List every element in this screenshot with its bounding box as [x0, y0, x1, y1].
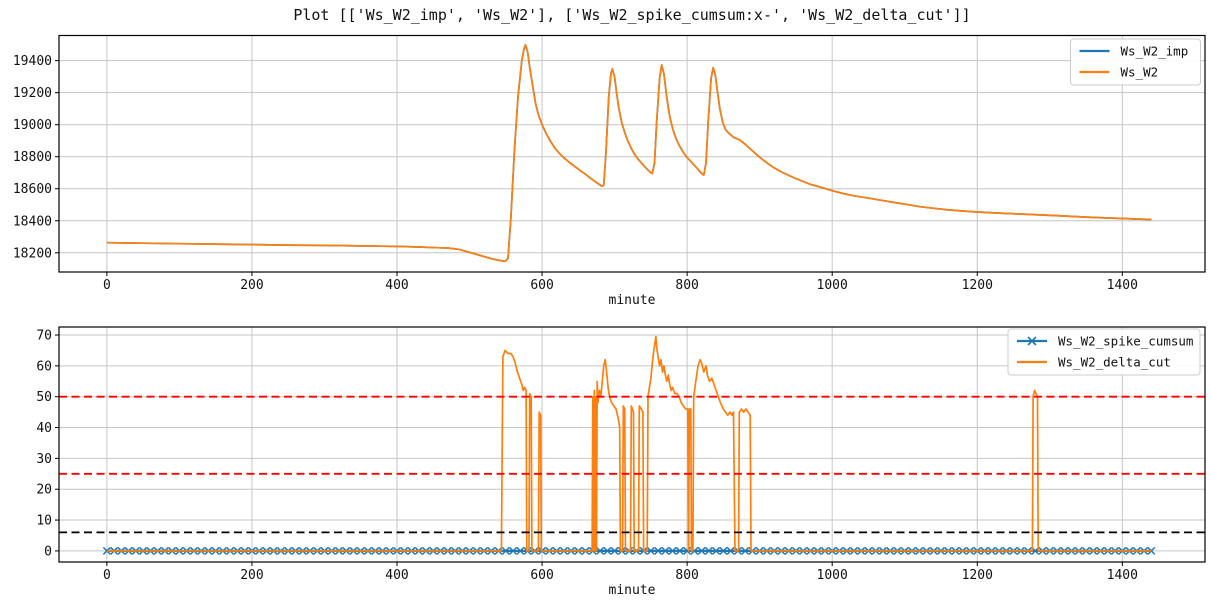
- legend-label: Ws_W2: [1121, 65, 1159, 80]
- x-tick-label: 600: [530, 568, 553, 583]
- y-tick-label: 40: [36, 421, 52, 436]
- x-tick-label: 400: [385, 568, 408, 583]
- x-tick-label: 1400: [1107, 278, 1138, 293]
- x-tick-label: 400: [385, 278, 408, 293]
- axis-ticks: 0 200 400 600 800 1000 1200 1400 0 10 20 30 40 50 60 70: [36, 329, 1138, 583]
- y-tick-label: 18400: [13, 214, 52, 229]
- y-tick-label: 70: [36, 329, 52, 344]
- y-tick-label: 0: [44, 544, 52, 559]
- y-tick-label: 18800: [13, 150, 52, 165]
- legend-entry: Ws_W2_spike_cumsum: [1017, 334, 1193, 349]
- axes-border: [58, 326, 1206, 563]
- legend-box: [1007, 328, 1201, 376]
- y-tick-label: 18600: [13, 182, 52, 197]
- legend-x-marker: [1027, 336, 1037, 346]
- grid: [59, 35, 1205, 272]
- series-ws-w2-line: [106, 44, 1152, 263]
- axes-border: [58, 34, 1206, 273]
- x-tick-label: 800: [675, 568, 698, 583]
- y-tick-label: 19000: [13, 118, 52, 133]
- y-tick-label: 20: [36, 483, 52, 498]
- subplot-1: 0 200 400 600 800 1000 1200 1400 18200 18400 18600…: [13, 34, 1206, 308]
- x-tick-label: 1000: [817, 278, 848, 293]
- legend-entry: Ws_W2_delta_cut: [1017, 355, 1171, 370]
- legend: Ws_W2_spike_cumsum Ws_W2_delta_cut: [1007, 328, 1201, 376]
- x-tick-label: 600: [530, 278, 553, 293]
- axis-ticks: 0 200 400 600 800 1000 1200 1400 18200 18400 18600…: [13, 54, 1138, 293]
- x-marker: [102, 546, 111, 555]
- y-tick-label: 50: [36, 390, 52, 405]
- plot-area: [106, 44, 1152, 263]
- x-tick-label: 1000: [817, 568, 848, 583]
- subplot-2: 0 200 400 600 800 1000 1200 1400 0 10 20 30 40 50 60 70…: [36, 326, 1206, 598]
- x-tick-label: 800: [675, 278, 698, 293]
- x-marker: [1147, 546, 1156, 555]
- figure-title: Plot [['Ws_W2_imp', 'Ws_W2'], ['Ws_W2_sp…: [293, 6, 971, 24]
- y-tick-label: 18200: [13, 246, 52, 261]
- x-tick-label: 1200: [962, 278, 993, 293]
- legend-entry: Ws_W2_imp: [1079, 44, 1189, 59]
- y-tick-label: 30: [36, 452, 52, 467]
- legend-entry: Ws_W2: [1079, 65, 1159, 80]
- legend-label: Ws_W2_delta_cut: [1058, 355, 1171, 370]
- x-tick-label: 200: [240, 568, 263, 583]
- plot-area: [102, 335, 1156, 555]
- x-tick-label: 200: [240, 278, 263, 293]
- x-axis-label: minute: [609, 583, 656, 598]
- legend: Ws_W2_imp Ws_W2: [1070, 38, 1201, 86]
- x-tick-label: 1400: [1107, 568, 1138, 583]
- y-tick-label: 60: [36, 359, 52, 374]
- legend-label: Ws_W2_imp: [1121, 44, 1189, 59]
- x-axis-label: minute: [609, 293, 656, 308]
- legend-label: Ws_W2_spike_cumsum: [1058, 334, 1193, 349]
- x-tick-label: 0: [103, 568, 111, 583]
- series-ws-w2-imp-line: [106, 44, 1152, 263]
- x-tick-label: 0: [103, 278, 111, 293]
- y-tick-label: 19400: [13, 54, 52, 69]
- series-ws-w2-delta-cut-line: [106, 335, 1152, 552]
- x-tick-label: 1200: [962, 568, 993, 583]
- y-tick-label: 19200: [13, 86, 52, 101]
- y-tick-label: 10: [36, 514, 52, 529]
